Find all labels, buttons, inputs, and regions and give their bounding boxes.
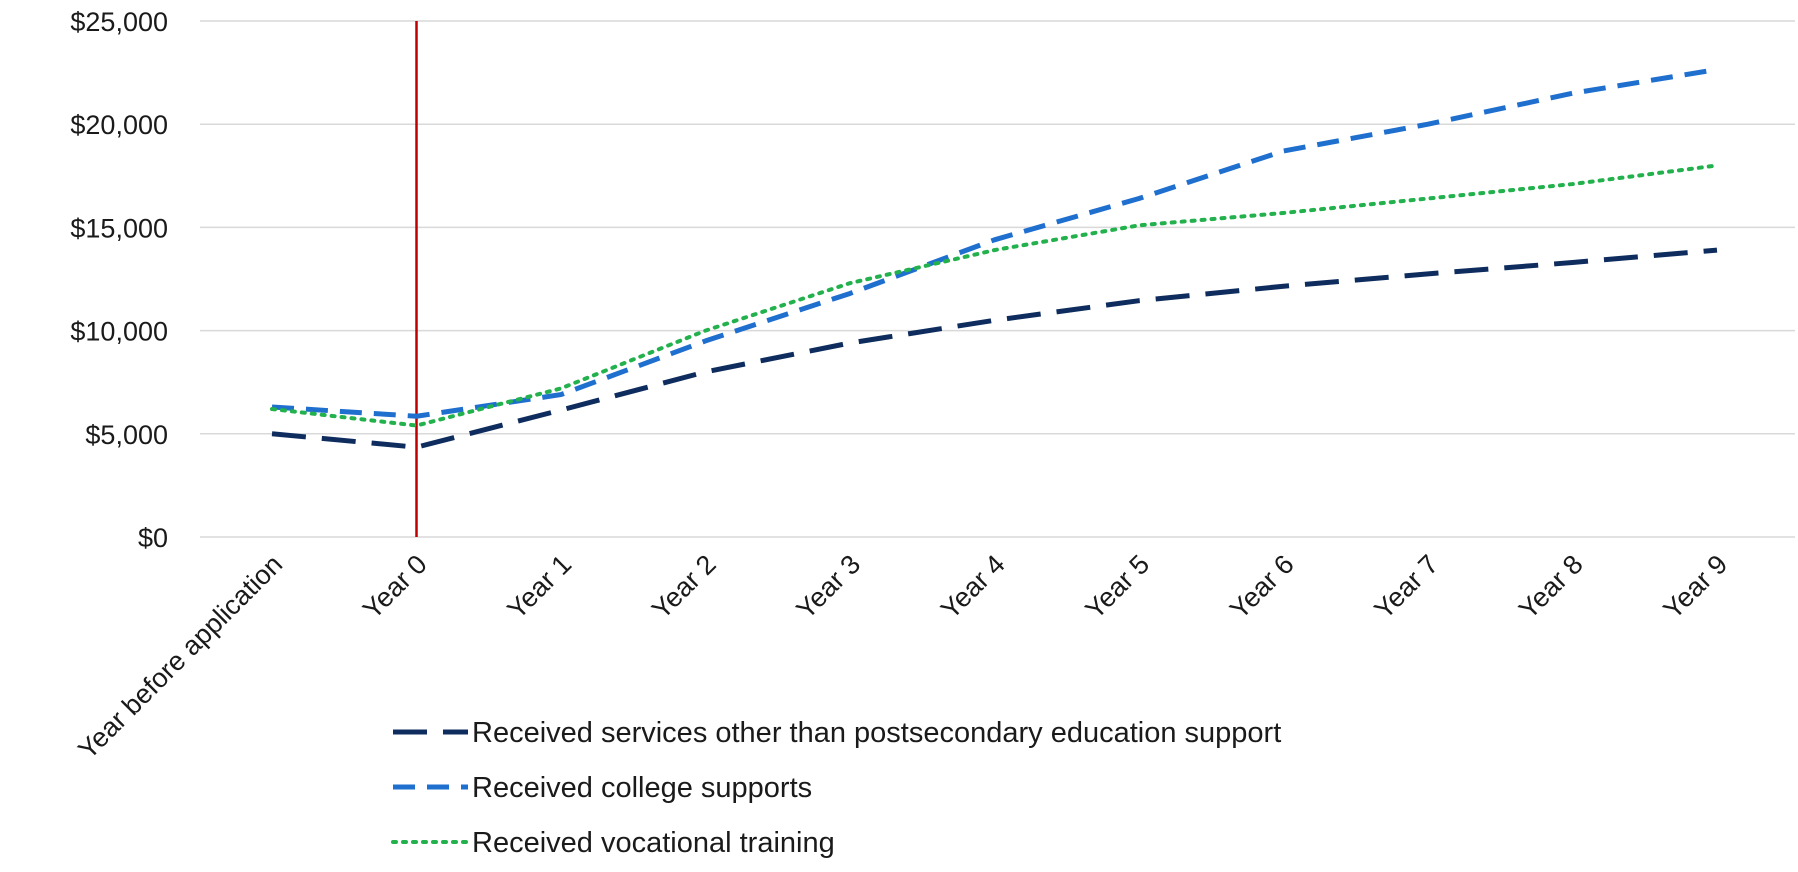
x-tick-label: Year 9 [1658,549,1734,625]
legend-item: Received vocational training [391,827,835,859]
x-tick-label: Year 2 [646,549,722,625]
y-tick-label: $25,000 [70,7,168,37]
legend-label: Received vocational training [472,827,835,859]
y-tick-label: $15,000 [70,213,168,243]
x-tick-label: Year 6 [1224,549,1300,625]
series-lines [270,67,1719,450]
y-axis-tick-labels: $0 $5,000 $10,000 $15,000 $20,000 $25,000 [70,7,168,553]
grid-lines [200,20,1795,538]
y-tick-label: $10,000 [70,317,168,347]
x-tick-label: Year 7 [1369,549,1445,625]
legend-label: Received services other than postseconda… [472,717,1281,749]
x-tick-label: Year 8 [1513,549,1589,625]
series-line-2 [271,67,1718,419]
x-tick-label: Year 3 [791,549,867,625]
y-tick-label: $20,000 [70,110,168,140]
series-line-3 [270,163,1719,428]
x-tick-label: Year 5 [1080,549,1156,625]
x-tick-label: Year before application [72,549,288,765]
x-tick-label: Year 4 [935,549,1011,625]
x-tick-label: Year 1 [502,549,578,625]
legend-item: Received college supports [393,772,812,804]
y-tick-label: $5,000 [85,420,168,450]
y-tick-label: $0 [138,523,168,553]
legend: Received services other than postseconda… [391,717,1281,859]
legend-label: Received college supports [472,772,812,804]
series-line-1 [271,247,1718,450]
x-tick-label: Year 0 [357,549,433,625]
legend-item: Received services other than postseconda… [393,717,1281,749]
